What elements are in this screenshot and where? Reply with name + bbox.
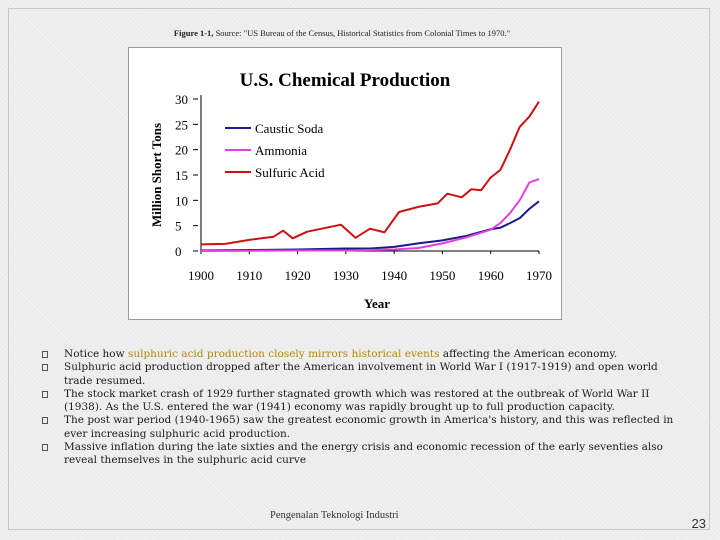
x-tick-label: 1940 — [381, 268, 407, 283]
bullet-marker-icon — [42, 351, 48, 358]
y-tick-label: 10 — [175, 193, 188, 208]
y-tick-label: 25 — [175, 117, 188, 132]
footer-text: Pengenalan Teknologi Industri — [270, 510, 399, 521]
bullet-text: The post war period (1940-1965) saw the … — [64, 414, 674, 440]
chemical-production-chart: U.S. Chemical Production 30 25 20 15 10 5 0 1900… — [149, 70, 552, 311]
bullet-text: Sulphuric acid production dropped after … — [64, 361, 658, 387]
chart-container: U.S. Chemical Production 30 25 20 15 10 5 0 1900… — [128, 47, 562, 320]
legend-label: Caustic Soda — [255, 121, 323, 136]
legend-box — [219, 116, 341, 180]
legend-label: Ammonia — [255, 143, 307, 158]
figure-caption: Figure 1-1, Source: "US Bureau of the Ce… — [0, 28, 684, 38]
x-tick-label: 1920 — [285, 268, 311, 283]
y-tick-label: 0 — [175, 244, 182, 259]
figure-source: Source: "US Bureau of the Census, Histor… — [213, 28, 511, 38]
x-axis-label: Year — [364, 296, 390, 311]
bullet-item: The stock market crash of 1929 further s… — [42, 388, 682, 415]
bullet-item: Notice how sulphuric acid production clo… — [42, 348, 682, 361]
x-tick-label: 1970 — [526, 268, 552, 283]
y-tick-label: 30 — [175, 92, 188, 107]
slide-frame — [8, 8, 710, 530]
y-axis-label: Million Short Tons — [149, 123, 164, 227]
bullet-marker-icon — [42, 417, 48, 425]
legend-label: Sulfuric Acid — [255, 165, 325, 180]
x-tick-label: 1950 — [429, 268, 455, 283]
series-line-sulfuric-acid — [200, 100, 540, 246]
y-tick-label: 20 — [175, 143, 188, 158]
x-tick-label: 1930 — [333, 268, 359, 283]
figure-label: Figure 1-1, — [173, 28, 214, 38]
bullet-marker-icon — [42, 364, 48, 372]
bullet-item: The post war period (1940-1965) saw the … — [42, 414, 682, 441]
bullet-list: Notice how sulphuric acid production clo… — [42, 348, 682, 468]
series-line-caustic-soda — [200, 200, 540, 252]
bullet-text-end: affecting the American economy. — [439, 348, 618, 360]
x-tick-label: 1900 — [188, 268, 214, 283]
bullet-item: Massive inflation during the late sixtie… — [42, 441, 682, 468]
x-tick-label: 1910 — [236, 268, 262, 283]
series-line-ammonia — [200, 178, 540, 252]
bullet-text: Massive inflation during the late sixtie… — [64, 441, 663, 467]
chart-title: U.S. Chemical Production — [240, 70, 451, 91]
bullet-marker-icon — [42, 390, 48, 398]
bullet-text: Notice how — [64, 348, 128, 360]
bullet-marker-icon — [42, 444, 48, 452]
page-number: 23 — [691, 516, 706, 531]
bullet-text: The stock market crash of 1929 further s… — [64, 387, 650, 414]
y-tick-label: 5 — [175, 219, 182, 234]
bullet-highlight: sulphuric acid production closely mirror… — [127, 348, 440, 360]
x-tick-label: 1960 — [478, 268, 504, 283]
y-tick-label: 15 — [175, 168, 188, 183]
bullet-item: Sulphuric acid production dropped after … — [42, 361, 682, 388]
